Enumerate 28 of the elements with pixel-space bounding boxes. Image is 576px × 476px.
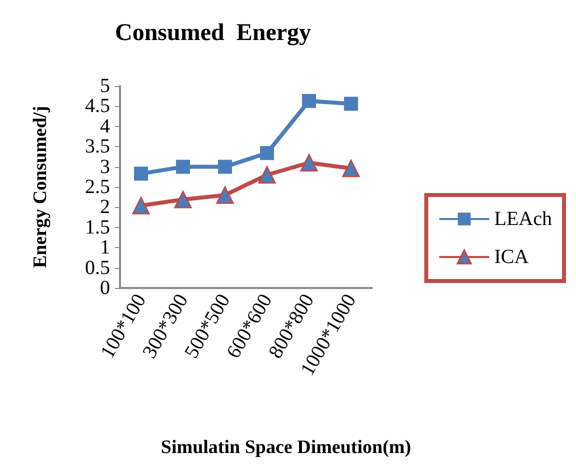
x-axis-title: Simulatin Space Dimeution(m) [160,437,412,458]
point [344,96,358,111]
y-tick-label: 4 [100,115,110,138]
y-tick-label: 2 [100,196,110,218]
y-tick-label: 5 [100,75,110,97]
y-axis-title: Energy Consumed/j [30,106,51,268]
y-tick-label: 0 [100,277,110,299]
point [134,166,148,181]
point [302,94,316,108]
y-tick-label: 2.5 [85,176,110,198]
y-tick-label: 1.5 [85,216,110,238]
point [218,160,232,174]
point [342,160,360,178]
y-tick-label: 4.5 [85,95,110,118]
chart-title: Consumed Energy [114,20,312,46]
legend-label: ICA [494,246,530,268]
point [176,160,190,174]
y-tick-label: 3.5 [85,136,110,158]
y-tick-label: 0.5 [85,256,110,279]
legend-label: LEAch [494,208,552,230]
point [174,190,192,208]
point [260,146,274,160]
point [300,154,318,172]
point [132,196,150,214]
point [216,186,234,204]
point [258,166,276,184]
y-tick-label: 1 [100,236,110,259]
y-tick-label: 3 [100,156,110,178]
